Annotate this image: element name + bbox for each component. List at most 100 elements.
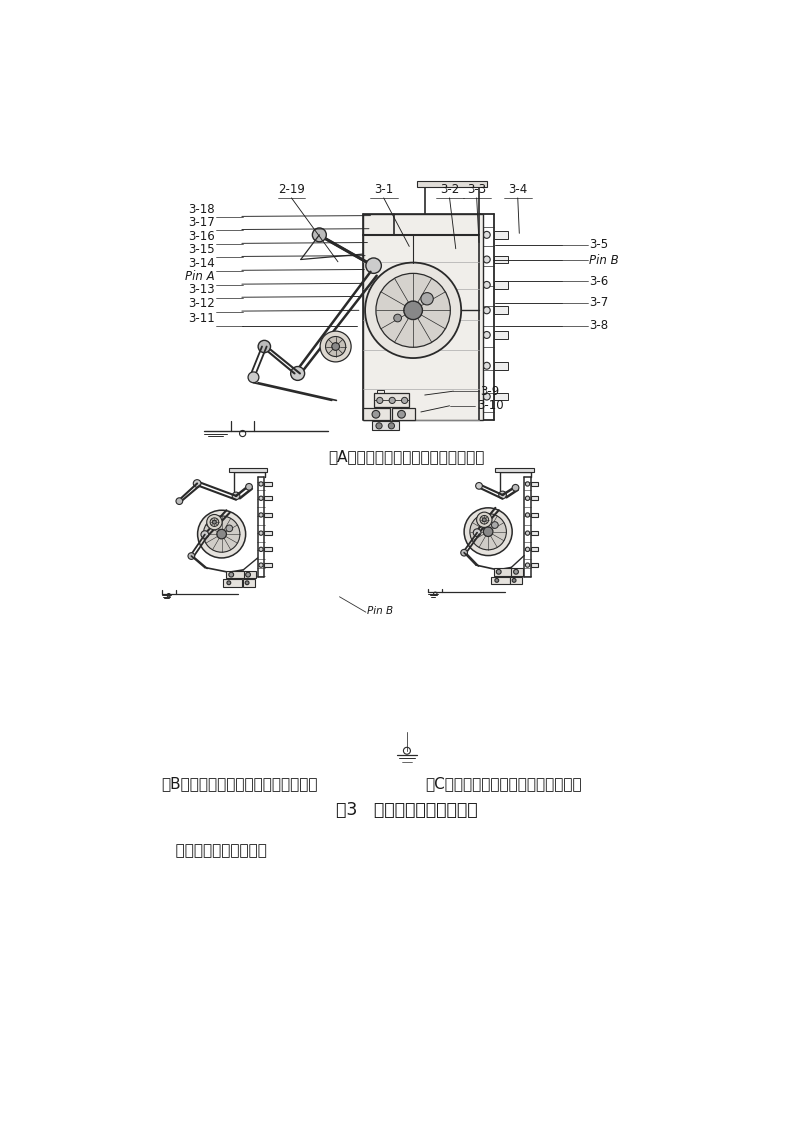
Circle shape xyxy=(312,228,326,241)
Bar xyxy=(264,547,272,551)
Text: 3-17: 3-17 xyxy=(188,216,214,229)
Text: 3-7: 3-7 xyxy=(589,296,608,309)
Text: （C）合闸位置（合闸弹簧释放状态）: （C）合闸位置（合闸弹簧释放状态） xyxy=(425,776,581,792)
Circle shape xyxy=(404,301,422,320)
Circle shape xyxy=(389,398,395,403)
Circle shape xyxy=(484,231,490,238)
Text: （A）合闸位置（合闸弹簧储能状态）: （A）合闸位置（合闸弹簧储能状态） xyxy=(329,449,485,464)
Circle shape xyxy=(484,527,493,537)
Bar xyxy=(494,393,507,401)
Circle shape xyxy=(512,484,519,491)
Bar xyxy=(531,482,538,486)
Bar xyxy=(494,231,507,239)
Bar xyxy=(531,531,538,535)
Circle shape xyxy=(376,273,450,347)
Bar xyxy=(223,579,242,586)
Circle shape xyxy=(332,343,340,350)
Circle shape xyxy=(372,410,380,418)
Circle shape xyxy=(291,366,305,381)
Text: （B）分闸位置（合闸弹簧储能状态）: （B）分闸位置（合闸弹簧储能状态） xyxy=(161,776,318,792)
Bar xyxy=(494,256,507,264)
Circle shape xyxy=(394,314,402,322)
Circle shape xyxy=(484,256,490,263)
Circle shape xyxy=(495,578,499,583)
Text: 3-5: 3-5 xyxy=(589,238,608,252)
Bar xyxy=(363,408,390,420)
Text: 3-14: 3-14 xyxy=(188,256,214,270)
Circle shape xyxy=(176,497,183,504)
Circle shape xyxy=(376,398,383,403)
Bar xyxy=(491,577,510,584)
Bar xyxy=(494,331,507,339)
Bar xyxy=(494,568,512,576)
Circle shape xyxy=(226,526,233,531)
Circle shape xyxy=(227,581,231,585)
Circle shape xyxy=(461,549,468,556)
Circle shape xyxy=(259,547,263,551)
Circle shape xyxy=(259,482,263,486)
Circle shape xyxy=(526,547,530,551)
Circle shape xyxy=(388,422,395,429)
Bar xyxy=(531,563,538,567)
Circle shape xyxy=(476,483,483,490)
Circle shape xyxy=(499,491,507,499)
Circle shape xyxy=(198,510,245,558)
Text: Pin B: Pin B xyxy=(589,254,619,267)
Circle shape xyxy=(514,569,518,574)
Bar xyxy=(264,482,272,486)
Circle shape xyxy=(526,513,530,517)
Text: 3-10: 3-10 xyxy=(476,400,503,412)
Circle shape xyxy=(203,515,240,553)
Bar xyxy=(494,307,507,314)
Circle shape xyxy=(326,337,345,356)
Circle shape xyxy=(259,563,263,567)
Circle shape xyxy=(365,263,461,358)
Text: 3-16: 3-16 xyxy=(188,229,214,243)
Text: 3-18: 3-18 xyxy=(188,202,214,216)
Bar xyxy=(226,572,245,578)
Text: 3-11: 3-11 xyxy=(188,312,214,325)
Circle shape xyxy=(188,553,195,559)
Circle shape xyxy=(248,372,259,383)
Text: 3-4: 3-4 xyxy=(508,183,527,197)
Bar xyxy=(392,408,415,420)
Bar xyxy=(495,468,534,472)
Circle shape xyxy=(512,578,516,583)
Circle shape xyxy=(229,573,233,577)
Circle shape xyxy=(245,573,250,577)
Circle shape xyxy=(491,522,499,528)
Circle shape xyxy=(483,518,486,522)
Text: 3-12: 3-12 xyxy=(188,298,214,310)
Circle shape xyxy=(484,307,490,313)
Circle shape xyxy=(376,422,382,429)
Circle shape xyxy=(484,282,490,289)
Text: 3-8: 3-8 xyxy=(589,319,608,332)
Circle shape xyxy=(245,581,249,585)
Bar xyxy=(417,181,487,188)
Circle shape xyxy=(480,515,488,524)
Bar xyxy=(264,563,272,567)
Bar xyxy=(494,281,507,289)
Circle shape xyxy=(201,531,209,538)
Text: 2-19: 2-19 xyxy=(278,183,305,197)
Bar xyxy=(494,362,507,369)
Text: Pin B: Pin B xyxy=(367,605,393,615)
Circle shape xyxy=(245,484,252,490)
Circle shape xyxy=(258,340,271,353)
Circle shape xyxy=(320,331,351,362)
Text: 3-6: 3-6 xyxy=(589,274,608,287)
Bar xyxy=(229,468,268,472)
Bar xyxy=(531,512,538,517)
Bar xyxy=(372,421,399,430)
Circle shape xyxy=(259,531,263,536)
Circle shape xyxy=(259,496,263,501)
Circle shape xyxy=(213,520,216,524)
Circle shape xyxy=(526,496,530,501)
Circle shape xyxy=(421,293,434,305)
Circle shape xyxy=(232,492,240,500)
Circle shape xyxy=(193,480,201,487)
Bar xyxy=(510,577,522,584)
Text: Pin A: Pin A xyxy=(185,271,214,283)
Bar xyxy=(243,579,255,586)
Bar xyxy=(264,496,272,500)
